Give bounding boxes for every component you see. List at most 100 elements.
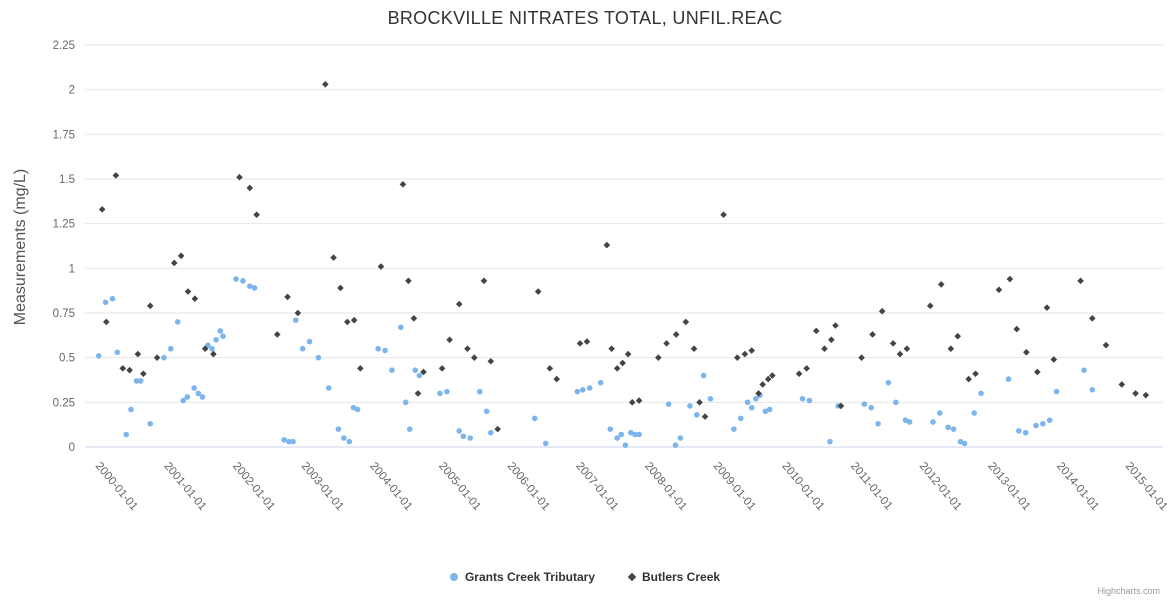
data-point[interactable] [406, 426, 413, 432]
data-point[interactable] [354, 406, 361, 413]
data-point[interactable] [335, 426, 342, 432]
data-point[interactable] [744, 399, 751, 406]
data-point[interactable] [720, 211, 727, 219]
data-point[interactable] [161, 354, 167, 361]
data-point[interactable] [795, 370, 803, 378]
data-point[interactable] [420, 368, 427, 376]
data-point[interactable] [812, 327, 820, 335]
data-point[interactable] [731, 426, 737, 432]
data-point[interactable] [624, 350, 632, 358]
data-point[interactable] [748, 404, 755, 411]
legend-item-butlers-creek[interactable]: Butlers Creek [627, 570, 720, 584]
data-point[interactable] [764, 375, 772, 383]
data-point[interactable] [603, 241, 611, 249]
data-point[interactable] [444, 388, 450, 395]
data-point[interactable] [707, 395, 714, 402]
data-point[interactable] [341, 435, 347, 441]
data-point[interactable] [1118, 381, 1126, 388]
data-point[interactable] [690, 345, 698, 353]
data-point[interactable] [635, 397, 643, 404]
data-point[interactable] [885, 379, 892, 386]
data-point[interactable] [306, 338, 313, 345]
data-point[interactable] [965, 375, 972, 383]
data-point[interactable] [741, 350, 749, 358]
data-point[interactable] [346, 438, 353, 445]
data-point[interactable] [682, 318, 690, 326]
data-point[interactable] [112, 172, 120, 179]
data-point[interactable] [220, 333, 226, 340]
data-point[interactable] [632, 431, 638, 438]
data-point[interactable] [930, 419, 936, 425]
data-point[interactable] [195, 390, 202, 397]
data-point[interactable] [375, 345, 381, 352]
data-point[interactable] [837, 402, 845, 410]
data-point[interactable] [292, 317, 299, 323]
data-point[interactable] [619, 359, 626, 367]
data-point[interactable] [199, 394, 206, 400]
data-point[interactable] [315, 354, 322, 361]
data-point[interactable] [978, 390, 984, 397]
data-point[interactable] [126, 366, 133, 374]
data-point[interactable] [134, 350, 142, 358]
data-point[interactable] [330, 254, 337, 261]
data-point[interactable] [828, 336, 835, 344]
data-point[interactable] [586, 385, 593, 391]
data-point[interactable] [168, 345, 174, 352]
data-point[interactable] [1053, 388, 1060, 395]
data-point[interactable] [950, 426, 957, 432]
data-point[interactable] [191, 385, 197, 391]
data-point[interactable] [576, 340, 584, 347]
data-point[interactable] [861, 401, 868, 407]
data-point[interactable] [446, 336, 453, 344]
data-point[interactable] [343, 318, 351, 326]
data-point[interactable] [184, 288, 192, 295]
data-point[interactable] [471, 354, 478, 361]
data-point[interactable] [926, 302, 934, 310]
data-point[interactable] [480, 277, 488, 285]
data-point[interactable] [546, 365, 554, 372]
data-point[interactable] [896, 350, 904, 358]
data-point[interactable] [240, 278, 246, 284]
data-point[interactable] [483, 408, 490, 415]
data-point[interactable] [597, 379, 604, 386]
data-point[interactable] [769, 372, 776, 379]
data-point[interactable] [580, 387, 586, 393]
data-point[interactable] [693, 412, 700, 418]
data-point[interactable] [868, 404, 874, 411]
data-point[interactable] [1016, 428, 1022, 434]
data-point[interactable] [937, 410, 943, 416]
data-point[interactable] [574, 388, 581, 395]
data-point[interactable] [487, 429, 494, 436]
data-point[interactable] [748, 347, 756, 354]
data-point[interactable] [494, 425, 501, 433]
data-point[interactable] [95, 353, 102, 359]
data-point[interactable] [1081, 367, 1087, 373]
data-point[interactable] [1077, 277, 1084, 285]
data-point[interactable] [455, 300, 463, 308]
data-point[interactable] [251, 285, 258, 291]
data-point[interactable] [672, 331, 680, 338]
data-point[interactable] [233, 276, 239, 282]
data-point[interactable] [737, 415, 744, 422]
data-point[interactable] [467, 435, 473, 441]
data-point[interactable] [213, 337, 219, 343]
data-point[interactable] [114, 349, 121, 356]
highcharts-credit[interactable]: Highcharts.com [1097, 586, 1160, 596]
data-point[interactable] [337, 284, 344, 292]
data-point[interactable] [663, 340, 670, 347]
data-point[interactable] [389, 367, 395, 373]
data-point[interactable] [1034, 368, 1041, 376]
data-point[interactable] [971, 410, 977, 416]
data-point[interactable] [1033, 422, 1039, 429]
data-point[interactable] [1089, 387, 1096, 393]
data-point[interactable] [954, 332, 961, 340]
data-point[interactable] [236, 173, 243, 181]
data-point[interactable] [191, 295, 199, 303]
data-point[interactable] [402, 399, 409, 406]
data-point[interactable] [636, 431, 642, 438]
data-point[interactable] [1006, 275, 1014, 283]
data-point[interactable] [290, 438, 296, 445]
data-point[interactable] [607, 426, 614, 432]
data-point[interactable] [534, 288, 542, 295]
data-point[interactable] [177, 252, 185, 260]
